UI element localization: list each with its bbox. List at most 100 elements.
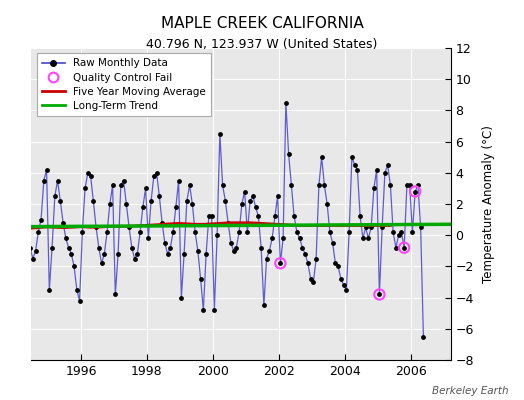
Point: [62, 235, 70, 242]
Point: [345, 229, 353, 235]
Point: [67, 251, 75, 257]
Point: [100, 251, 108, 257]
Point: [238, 201, 246, 207]
Point: [144, 235, 152, 242]
Point: [411, 188, 419, 195]
Point: [370, 185, 378, 192]
Point: [75, 298, 84, 304]
Point: [392, 244, 400, 251]
Text: Berkeley Earth: Berkeley Earth: [432, 386, 508, 396]
Point: [342, 286, 351, 293]
Point: [326, 229, 334, 235]
Point: [169, 229, 177, 235]
Point: [210, 307, 219, 313]
Point: [219, 182, 227, 188]
Point: [397, 229, 406, 235]
Point: [304, 260, 312, 266]
Point: [384, 162, 392, 168]
Point: [208, 213, 216, 220]
Point: [367, 224, 375, 230]
Point: [274, 193, 282, 199]
Point: [312, 255, 320, 262]
Point: [364, 235, 373, 242]
Point: [141, 185, 150, 192]
Point: [293, 229, 301, 235]
Point: [108, 182, 117, 188]
Legend: Raw Monthly Data, Quality Control Fail, Five Year Moving Average, Long-Term Tren: Raw Monthly Data, Quality Control Fail, …: [37, 53, 211, 116]
Point: [411, 188, 419, 195]
Point: [81, 185, 89, 192]
Point: [230, 248, 238, 254]
Point: [139, 204, 147, 210]
Point: [119, 177, 128, 184]
Point: [73, 286, 81, 293]
Text: 40.796 N, 123.937 W (United States): 40.796 N, 123.937 W (United States): [146, 38, 378, 51]
Point: [320, 182, 329, 188]
Point: [375, 291, 384, 298]
Point: [136, 229, 144, 235]
Point: [337, 276, 345, 282]
Point: [177, 294, 185, 301]
Point: [323, 201, 331, 207]
Point: [128, 244, 136, 251]
Point: [191, 229, 199, 235]
Point: [331, 260, 340, 266]
Point: [185, 182, 194, 188]
Point: [315, 182, 323, 188]
Point: [290, 213, 298, 220]
Point: [106, 201, 114, 207]
Point: [92, 224, 100, 230]
Point: [42, 166, 51, 173]
Point: [70, 263, 78, 270]
Point: [378, 224, 386, 230]
Point: [161, 240, 169, 246]
Point: [419, 333, 428, 340]
Point: [362, 224, 370, 230]
Point: [287, 182, 296, 188]
Point: [15, 166, 23, 173]
Point: [260, 302, 268, 309]
Point: [166, 244, 174, 251]
Point: [257, 244, 265, 251]
Point: [64, 244, 73, 251]
Point: [285, 151, 293, 157]
Point: [163, 251, 172, 257]
Point: [276, 260, 285, 266]
Point: [114, 251, 122, 257]
Point: [133, 251, 141, 257]
Point: [188, 201, 196, 207]
Point: [196, 276, 205, 282]
Point: [381, 170, 389, 176]
Point: [249, 193, 257, 199]
Point: [359, 235, 367, 242]
Point: [84, 170, 92, 176]
Point: [147, 198, 155, 204]
Point: [353, 166, 362, 173]
Point: [34, 229, 42, 235]
Point: [309, 279, 318, 285]
Point: [56, 198, 64, 204]
Point: [23, 224, 31, 230]
Point: [122, 201, 130, 207]
Point: [125, 224, 133, 230]
Point: [37, 216, 45, 223]
Point: [268, 235, 276, 242]
Point: [158, 220, 166, 226]
Point: [103, 229, 111, 235]
Point: [395, 232, 403, 238]
Point: [29, 255, 37, 262]
Point: [375, 291, 384, 298]
Point: [40, 177, 48, 184]
Point: [351, 162, 359, 168]
Point: [271, 213, 279, 220]
Point: [117, 182, 125, 188]
Text: MAPLE CREEK CALIFORNIA: MAPLE CREEK CALIFORNIA: [161, 16, 363, 31]
Point: [403, 182, 411, 188]
Point: [246, 198, 254, 204]
Point: [150, 173, 158, 179]
Point: [31, 248, 40, 254]
Point: [59, 220, 67, 226]
Point: [282, 99, 290, 106]
Point: [348, 154, 356, 160]
Point: [252, 204, 260, 210]
